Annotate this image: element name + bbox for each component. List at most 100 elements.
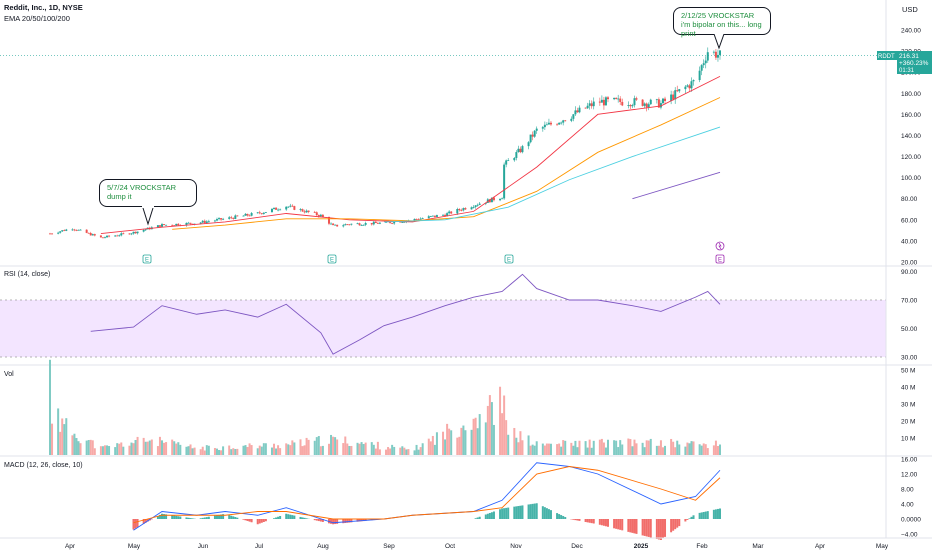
volume-bar	[118, 443, 121, 455]
volume-bar	[586, 447, 589, 455]
candle-body	[321, 214, 324, 217]
candle-body	[460, 210, 463, 211]
candle-body	[108, 235, 111, 237]
candle-body	[617, 98, 620, 100]
volume-bar	[535, 441, 538, 455]
candle-body	[215, 219, 218, 221]
macd-histogram-bar	[478, 516, 481, 519]
candle-body	[327, 216, 330, 224]
volume-bar	[645, 440, 648, 455]
candle-body	[173, 225, 176, 227]
candle-body	[220, 218, 223, 220]
idea-note-2[interactable]: 2/12/25 VROCKSTAR i'm bipolar on this...…	[673, 7, 771, 38]
earnings-marker[interactable]	[142, 254, 152, 264]
candle-body	[576, 110, 579, 113]
candle-body	[507, 160, 510, 162]
macd-histogram-bar	[317, 519, 320, 522]
volume-bar	[262, 443, 265, 455]
volume-bar	[163, 442, 166, 455]
candle-body	[260, 213, 263, 215]
candle-body	[655, 99, 658, 101]
volume-bar	[150, 439, 153, 455]
macd-histogram-bar	[264, 519, 267, 522]
macd-histogram-bar	[177, 516, 180, 519]
volume-bar	[631, 446, 634, 455]
candle-body	[75, 229, 78, 231]
volume-bar	[389, 448, 392, 455]
volume-bar	[51, 423, 54, 455]
volume-bar	[600, 438, 603, 455]
earnings-marker[interactable]	[504, 254, 514, 264]
candle-body	[464, 208, 467, 210]
candle-body	[533, 130, 536, 137]
volume-axis: 50 M 40 M 30 M 20 M 10 M	[901, 368, 915, 443]
candle-body	[301, 209, 304, 212]
macd-histogram-bar	[244, 519, 247, 521]
macd-histogram-bar	[158, 514, 161, 519]
candle-body	[389, 221, 392, 224]
volume-bar	[674, 447, 677, 455]
macd-histogram-bar	[260, 519, 263, 523]
volume-bar	[478, 414, 481, 455]
macd-histogram-bar	[600, 519, 603, 526]
candle-body	[543, 124, 546, 128]
macd-histogram-bar	[230, 515, 233, 519]
macd-histogram-bar	[684, 519, 687, 522]
volume-bar	[474, 417, 477, 455]
volume-pane[interactable]	[49, 359, 721, 455]
candle-body	[549, 122, 552, 125]
rsi-pane[interactable]	[90, 273, 721, 355]
volume-bar	[242, 445, 245, 455]
candle-body	[613, 97, 616, 100]
volume-bar	[429, 441, 432, 455]
candle-body	[448, 211, 451, 214]
volume-bar	[659, 440, 662, 455]
macd-histogram-bar	[629, 519, 632, 533]
macd-histogram-bar	[564, 517, 567, 519]
macd-histogram-bar	[146, 519, 149, 522]
macd-axis: 16.00 12.00 8.00 4.00 0.0000 −4.00	[901, 457, 921, 539]
volume-bar	[342, 443, 345, 455]
macd-pane[interactable]	[132, 462, 721, 540]
candle-body	[189, 222, 192, 224]
volume-bar	[444, 439, 447, 455]
volume-bar	[146, 441, 149, 455]
volume-bar	[448, 428, 451, 455]
volume-bar	[122, 446, 125, 455]
volume-bar	[588, 439, 591, 455]
volume-bar	[572, 445, 575, 455]
macd-tick-label: 8.00	[901, 487, 914, 494]
time-tick-label: May	[128, 543, 141, 550]
rsi-line	[90, 273, 721, 355]
volume-bar	[578, 440, 581, 455]
volume-bar	[513, 427, 516, 455]
candle-body	[621, 101, 624, 106]
volume-bar	[486, 405, 489, 455]
volume-bar	[203, 450, 206, 455]
macd-histogram-bar	[273, 518, 276, 519]
earnings-marker[interactable]	[327, 254, 337, 264]
volume-bar	[270, 447, 273, 455]
earnings-marker[interactable]	[715, 254, 725, 264]
candle-body	[201, 220, 204, 223]
macd-histogram-bar	[175, 515, 178, 519]
macd-histogram-bar	[346, 519, 349, 523]
idea-note-1[interactable]: 5/7/24 VROCKSTAR dump it	[99, 179, 197, 207]
volume-bar	[187, 446, 190, 455]
macd-histogram-bar	[315, 519, 318, 521]
price-pane[interactable]	[0, 47, 886, 239]
idea-note-1-title: 5/7/24 VROCKSTAR	[107, 183, 177, 192]
macd-histogram-bar	[505, 507, 508, 519]
candle-body	[232, 217, 235, 219]
macd-histogram-bar	[348, 519, 351, 523]
earnings-marker-label: E	[718, 258, 722, 264]
macd-histogram-bar	[588, 519, 591, 523]
candle-body	[415, 218, 418, 220]
volume-bar	[488, 395, 491, 455]
volume-bar	[704, 444, 707, 455]
candle-body	[633, 98, 636, 106]
macd-histogram-bar	[248, 519, 251, 522]
volume-bar	[531, 444, 534, 455]
macd-histogram-bar	[242, 519, 245, 520]
